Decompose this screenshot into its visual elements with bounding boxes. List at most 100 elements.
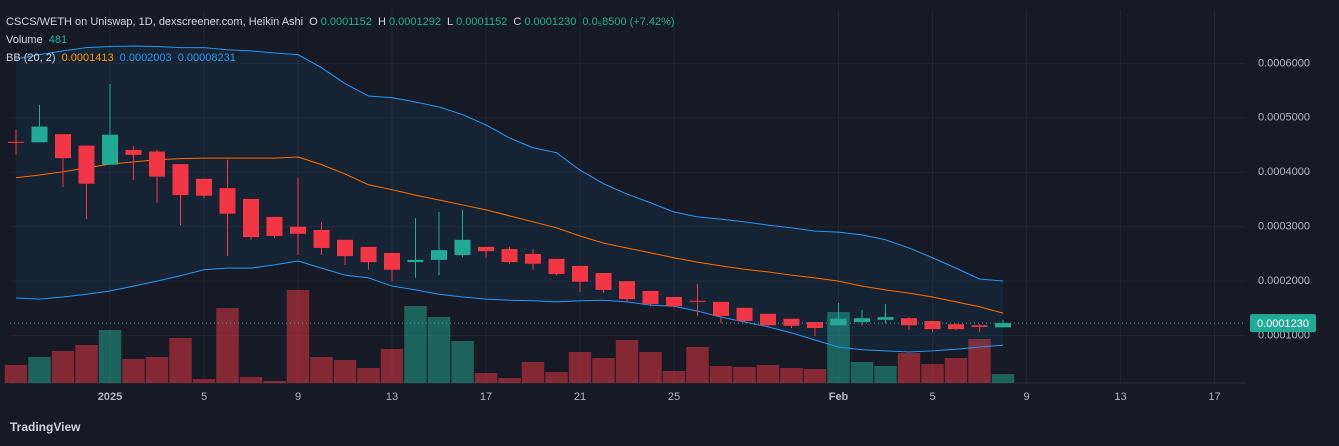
volume-bar [780, 368, 803, 383]
x-tick-label: 13 [1114, 391, 1126, 403]
volume-bar [427, 316, 451, 383]
last-price-tag [1250, 314, 1316, 333]
volume-bar [850, 362, 874, 383]
candle-body [313, 229, 330, 248]
x-tick-label: 5 [929, 391, 935, 403]
candle-body [431, 250, 447, 260]
candle-body [783, 318, 800, 326]
ohlc-key: C [513, 16, 522, 28]
candle-body [995, 323, 1011, 328]
volume-bar [310, 357, 333, 383]
legend-volume: Volume 481 [6, 34, 70, 46]
volume-bar [451, 341, 474, 383]
volume-bar [592, 358, 615, 383]
volume-bar [545, 371, 568, 383]
candle-body [642, 290, 659, 305]
bb-line [15, 156, 1004, 314]
volume-bar [803, 368, 827, 383]
candle-body [854, 318, 870, 323]
volume-bar [145, 357, 169, 383]
brand: TradingView [10, 420, 81, 434]
change: 0.0₅8500 (+7.42%) [582, 16, 675, 28]
volume-bar [498, 378, 521, 383]
y-tick-label: 0.0006000 [1258, 57, 1310, 69]
y-tick-label: 0.0005000 [1258, 112, 1310, 124]
candle-body [125, 149, 142, 155]
volume-bar [169, 337, 192, 383]
volume-bar [122, 358, 145, 383]
candle-body [290, 226, 306, 234]
y-tick-label: 0.0001000 [1258, 330, 1310, 342]
candle-body [196, 178, 212, 196]
volume-bar [639, 352, 662, 383]
volume-bar [733, 366, 756, 383]
candle-body [901, 318, 917, 326]
volume-bar [568, 352, 592, 383]
legend-bb: BB (20, 2) 0.0001413 0.0002003 0.0000823… [6, 52, 239, 64]
candle-body [454, 239, 471, 256]
bb-middle-value: 0.0001413 [61, 52, 114, 64]
candle-body [384, 252, 400, 270]
chart-title: CSCS/WETH on Uniswap, 1D, dexscreener.co… [6, 16, 304, 28]
candle-body [595, 273, 612, 290]
candle-body [689, 300, 706, 302]
y-tick-label: 0.0003000 [1258, 221, 1310, 233]
volume-bar [357, 368, 380, 383]
candle-body [31, 126, 48, 143]
volume-bar [216, 308, 239, 383]
ohlc-value: 0.0001230 [524, 16, 577, 28]
volume-bar [98, 329, 122, 383]
x-tick-label: 9 [1023, 391, 1029, 403]
ohlc-key: O [309, 16, 318, 28]
volume-bar [474, 373, 498, 383]
ohlc-value: 0.0001152 [320, 16, 372, 28]
candle-body [243, 198, 259, 238]
candle-body [266, 216, 283, 236]
volume-bar [615, 339, 639, 383]
x-tick-label: 5 [201, 391, 207, 403]
candle-body [713, 301, 729, 317]
volume-bar [28, 357, 51, 383]
volume-bar [756, 365, 780, 383]
x-tick-label: 9 [295, 391, 301, 403]
candle-body [548, 258, 565, 275]
candle-body [407, 259, 424, 263]
volume-bar [686, 347, 709, 383]
x-tick-label: 21 [574, 391, 586, 403]
candle-body [924, 320, 941, 330]
legend-main: CSCS/WETH on Uniswap, 1D, dexscreener.co… [6, 16, 678, 28]
candle-body [172, 164, 189, 196]
x-tick-label: 2025 [98, 391, 122, 403]
x-tick-label: 17 [1208, 391, 1220, 403]
bb-fill [16, 45, 1003, 352]
candle-body [760, 313, 776, 326]
candle-body [360, 246, 377, 263]
volume-value: 481 [48, 34, 68, 46]
candle-body [877, 317, 894, 320]
volume-bar [239, 376, 263, 383]
ohlc-value: 0.0001292 [388, 16, 441, 28]
candle-body [478, 246, 494, 252]
plot-area [4, 45, 1015, 383]
candle-body [736, 307, 753, 321]
x-tick-label: Feb [829, 391, 849, 403]
volume-bar [263, 381, 286, 383]
volume-bar [192, 379, 216, 383]
candle-body [337, 239, 353, 257]
volume-bar [75, 345, 98, 383]
candle-body [619, 281, 635, 300]
candle-body [525, 253, 541, 264]
volume-bar [4, 365, 28, 383]
last-price-label: 0.0001230 [1257, 318, 1309, 330]
x-tick-label: 17 [480, 391, 492, 403]
volume-bar [380, 349, 404, 383]
volume-bar [333, 360, 357, 383]
volume-bar [921, 363, 944, 383]
y-tick-label: 0.0002000 [1258, 275, 1310, 287]
volume-bar [286, 289, 310, 383]
candle-body [78, 145, 95, 184]
bb-line [15, 260, 1004, 353]
candle-body [501, 249, 518, 263]
volume-bar [991, 374, 1015, 383]
